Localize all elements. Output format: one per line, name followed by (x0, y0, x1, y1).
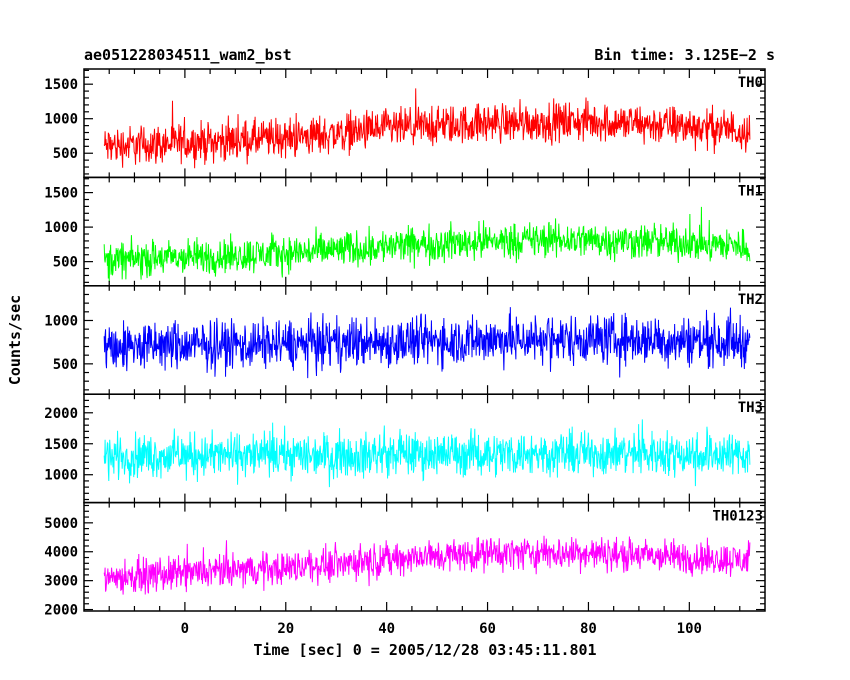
panel-th2: 500 1000 TH2 (44, 285, 766, 395)
panel-label: TH0123 (712, 509, 763, 525)
series-th1 (103, 206, 751, 283)
panel-frame (83, 68, 766, 179)
panels-group: 500 1000 1500 TH0 500 1000 1500 TH1 500 1000 TH2 10… (44, 68, 766, 619)
panel-label: TH0 (738, 75, 763, 91)
bin-time-label: Bin time: 3.125E−2 s (594, 46, 775, 64)
x-tick-label: 100 (677, 621, 702, 637)
x-tick-label: 20 (277, 621, 294, 637)
x-tick-label: 80 (580, 621, 597, 637)
panel-th0: 500 1000 1500 TH0 (44, 68, 766, 179)
panel-label: TH3 (738, 400, 763, 416)
panel-label: TH1 (738, 183, 763, 199)
y-tick-label: 5000 (44, 516, 78, 532)
y-tick-label: 500 (53, 146, 78, 162)
y-tick-label: 1000 (44, 112, 78, 128)
y-tick-label: 1000 (44, 220, 78, 236)
panel-th3: 1000 1500 2000 TH3 (44, 393, 766, 504)
y-tick-label: 2000 (44, 603, 78, 619)
panel-th1: 500 1000 1500 TH1 (44, 176, 766, 287)
y-tick-label: 3000 (44, 574, 78, 590)
panel-frame (83, 501, 766, 612)
y-tick-label: 1500 (44, 77, 78, 93)
y-tick-label: 1500 (44, 437, 78, 453)
panel-frame (83, 176, 766, 287)
y-tick-label: 2000 (44, 406, 78, 422)
y-tick-label: 4000 (44, 545, 78, 561)
y-tick-label: 1500 (44, 186, 78, 202)
panel-th0123: 2000 3000 4000 5000 TH0123 (44, 501, 766, 619)
chart-title: ae051228034511_wam2_bst (84, 46, 292, 64)
series-th0123 (103, 535, 751, 595)
y-tick-label: 500 (53, 357, 78, 373)
series-th0 (103, 88, 751, 169)
x-axis: 0 20 40 60 80 100 (181, 621, 702, 637)
y-tick-label: 1000 (44, 468, 78, 484)
series-th3 (103, 419, 751, 488)
x-tick-label: 60 (479, 621, 496, 637)
y-tick-label: 500 (53, 255, 78, 271)
panel-label: TH2 (738, 292, 763, 308)
series-th2 (103, 307, 751, 379)
y-tick-label: 1000 (44, 313, 78, 329)
x-axis-label: Time [sec] 0 = 2005/12/28 03:45:11.801 (253, 641, 596, 659)
x-tick-label: 0 (181, 621, 189, 637)
x-tick-label: 40 (378, 621, 395, 637)
y-axis-label: Counts/sec (6, 295, 24, 385)
